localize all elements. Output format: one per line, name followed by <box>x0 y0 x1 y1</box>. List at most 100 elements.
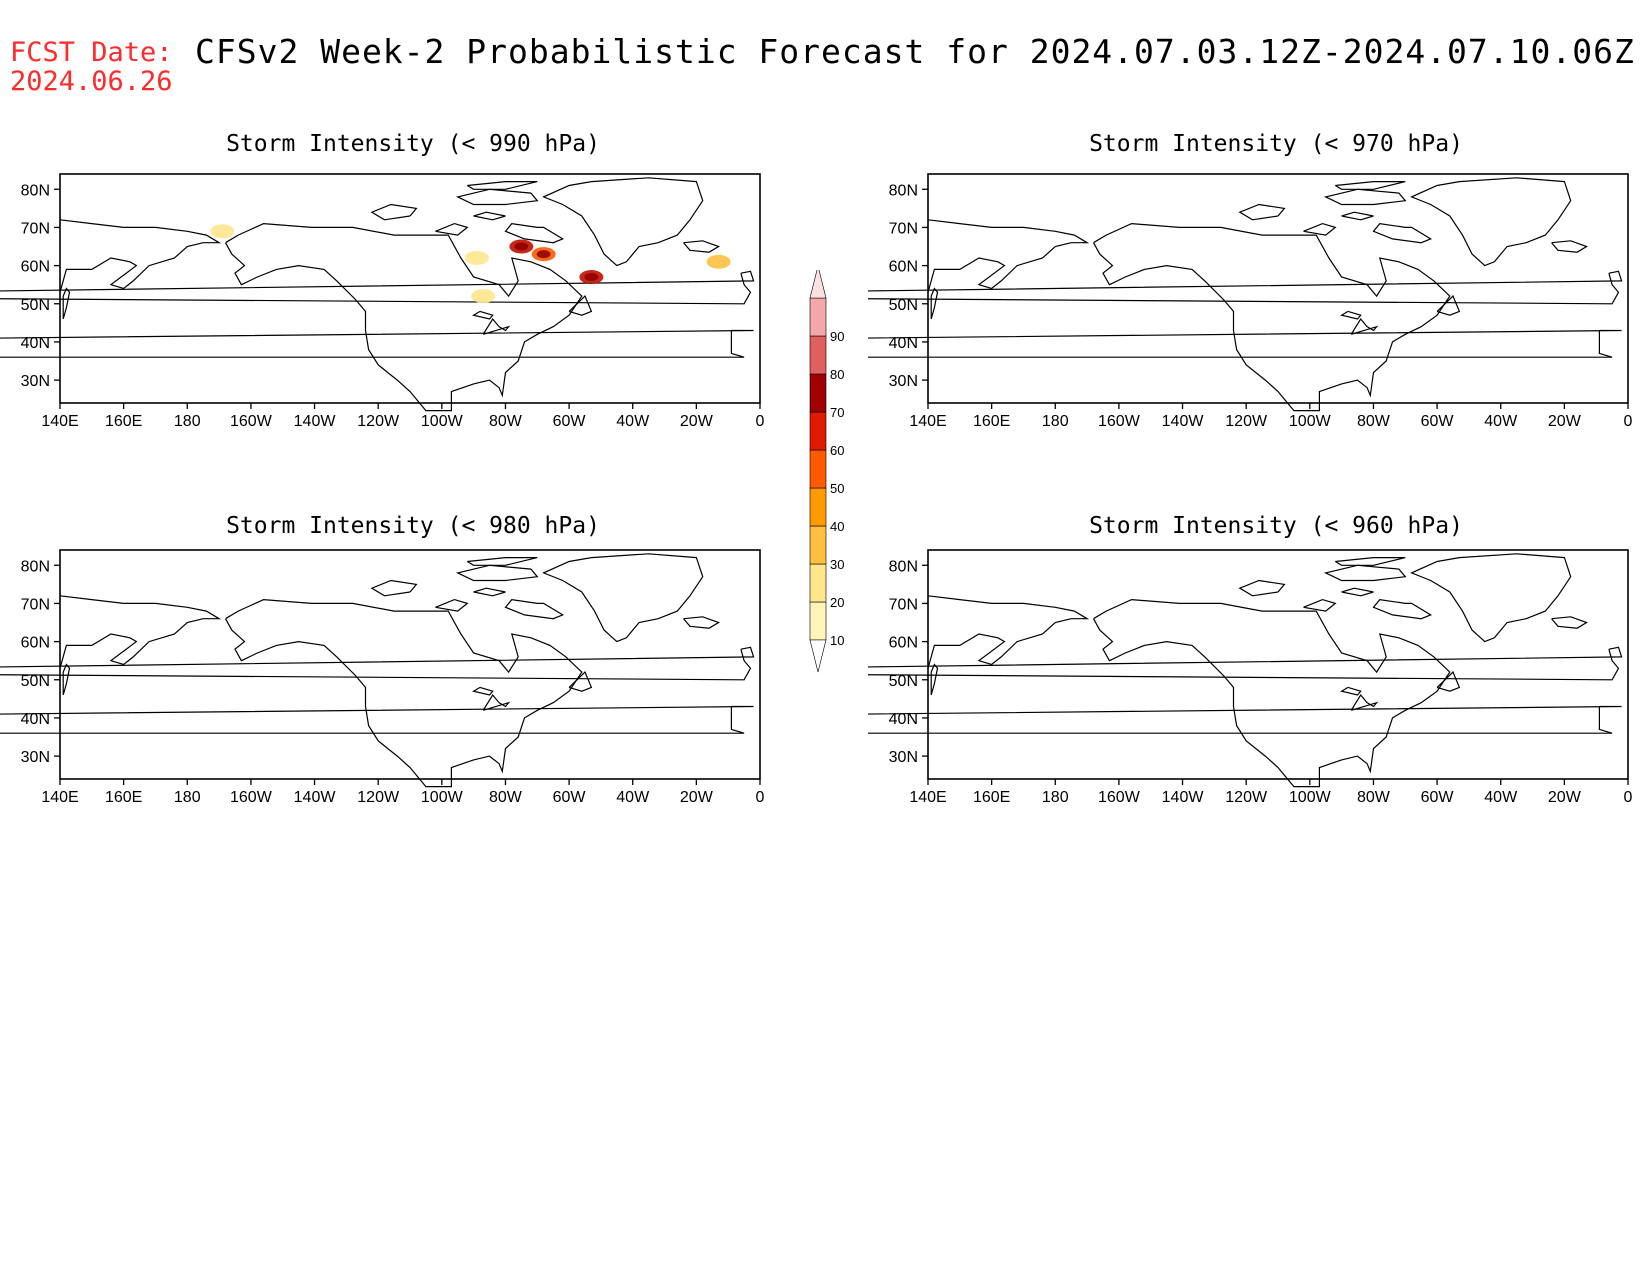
colorbar-top-arrow <box>809 270 827 299</box>
colorbar-segment <box>809 449 827 489</box>
lat-tick-label: 30N <box>21 373 50 390</box>
coastline <box>927 595 1090 669</box>
coastline <box>1303 598 1337 612</box>
colorbar-label: 20 <box>830 595 844 610</box>
coastline <box>1410 177 1572 267</box>
forecast-date-value: 2024.06.26 <box>10 66 173 97</box>
lon-tick-label: 180 <box>174 789 201 806</box>
lon-tick-label: 180 <box>1042 413 1069 430</box>
coastline <box>1092 598 1451 788</box>
lat-tick-label: 60N <box>889 259 918 276</box>
lon-tick-label: 140W <box>1162 789 1205 806</box>
colorbar-label: 10 <box>830 633 844 648</box>
coastline <box>370 579 418 597</box>
lon-tick-label: 120W <box>357 413 400 430</box>
lon-tick-label: 100W <box>421 413 464 430</box>
coastline <box>62 287 71 320</box>
colorbar-label: 50 <box>830 481 844 496</box>
lon-tick-label: 20W <box>680 413 714 430</box>
coastline <box>473 211 506 221</box>
coastline <box>568 295 593 316</box>
lat-tick-label: 50N <box>889 673 918 690</box>
lat-tick-label: 50N <box>889 297 918 314</box>
coastline <box>224 598 583 788</box>
coastline <box>472 310 494 320</box>
colorbar-legend: 10 20 30 40 50 60 70 80 90 <box>809 270 844 673</box>
colorbar-label: 40 <box>830 519 844 534</box>
coastline <box>435 598 469 612</box>
lat-tick-label: 70N <box>889 596 918 613</box>
lon-tick-label: 20W <box>680 789 714 806</box>
colorbar-segment <box>809 373 827 413</box>
lon-tick-label: 60W <box>553 413 587 430</box>
coastline <box>1341 211 1374 221</box>
map-frame <box>927 549 1629 780</box>
panel-title-970: Storm Intensity (< 970 hPa) <box>1089 131 1463 157</box>
coastline <box>224 222 583 412</box>
coastline <box>1350 693 1379 711</box>
map-frame <box>59 549 761 780</box>
lat-tick-label: 40N <box>889 711 918 728</box>
lon-tick-label: 140W <box>294 789 337 806</box>
lon-tick-label: 180 <box>1042 789 1069 806</box>
page-title: CFSv2 Week-2 Probabilistic Forecast for … <box>195 32 1635 71</box>
lat-tick-label: 60N <box>889 635 918 652</box>
lon-tick-label: 40W <box>1484 789 1518 806</box>
colorbar-segment <box>809 525 827 565</box>
lon-tick-label: 140W <box>1162 413 1205 430</box>
coastline <box>1350 317 1379 335</box>
lon-tick-label: 160W <box>1098 413 1141 430</box>
lat-tick-label: 40N <box>889 335 918 352</box>
coastline <box>568 671 593 692</box>
lat-tick-label: 80N <box>21 182 50 199</box>
lat-tick-label: 70N <box>21 596 50 613</box>
colorbar-segment <box>809 487 827 527</box>
coastline <box>1334 181 1406 190</box>
coastline <box>466 557 538 566</box>
coastline <box>1303 222 1337 236</box>
panel-title-980: Storm Intensity (< 980 hPa) <box>226 513 600 539</box>
coastline <box>435 222 469 236</box>
lon-tick-label: 80W <box>1357 413 1391 430</box>
map-panel-960: 80N 70N 60N 50N 40N 30N 140E 160E 180 160W 140W 120… <box>868 549 1633 806</box>
coastline <box>1410 553 1572 643</box>
map-panel-980: 80N 70N 60N 50N 40N 30N 140E 160E 180 160W 140W 120… <box>0 549 765 806</box>
lat-tick-label: 60N <box>21 259 50 276</box>
probability-area <box>706 254 731 269</box>
coastline <box>1372 598 1433 620</box>
lon-tick-label: 20W <box>1548 789 1582 806</box>
lat-tick-label: 80N <box>889 558 918 575</box>
coastline <box>683 616 720 629</box>
lon-tick-label: 80W <box>489 789 523 806</box>
coastline <box>927 219 1090 293</box>
coastline <box>868 270 1623 305</box>
colorbar-label: 30 <box>830 557 844 572</box>
lon-tick-label: 0 <box>1624 413 1633 430</box>
lon-tick-label: 160E <box>973 413 1010 430</box>
colorbar-segment <box>809 563 827 603</box>
lon-tick-label: 100W <box>421 789 464 806</box>
coastline-group <box>868 177 1623 412</box>
coastline <box>0 705 754 734</box>
lon-tick-label: 140E <box>41 413 78 430</box>
lat-tick-label: 50N <box>21 297 50 314</box>
lon-tick-label: 100W <box>1289 789 1332 806</box>
map-frame <box>927 173 1629 404</box>
lon-tick-label: 80W <box>1357 789 1391 806</box>
lon-tick-label: 160W <box>230 789 273 806</box>
colorbar-segment <box>809 335 827 375</box>
map-frame <box>59 173 761 404</box>
lon-tick-label: 160E <box>973 789 1010 806</box>
coastline <box>542 177 704 267</box>
colorbar-segment <box>809 411 827 451</box>
coastline <box>466 181 538 190</box>
coastline <box>1341 587 1374 597</box>
probability-core <box>536 250 551 259</box>
coastline <box>930 287 939 320</box>
coastline <box>473 587 506 597</box>
lat-tick-label: 60N <box>21 635 50 652</box>
coastline <box>1436 295 1461 316</box>
coastline <box>1551 616 1588 629</box>
coastline <box>62 663 71 696</box>
coastline <box>542 553 704 643</box>
